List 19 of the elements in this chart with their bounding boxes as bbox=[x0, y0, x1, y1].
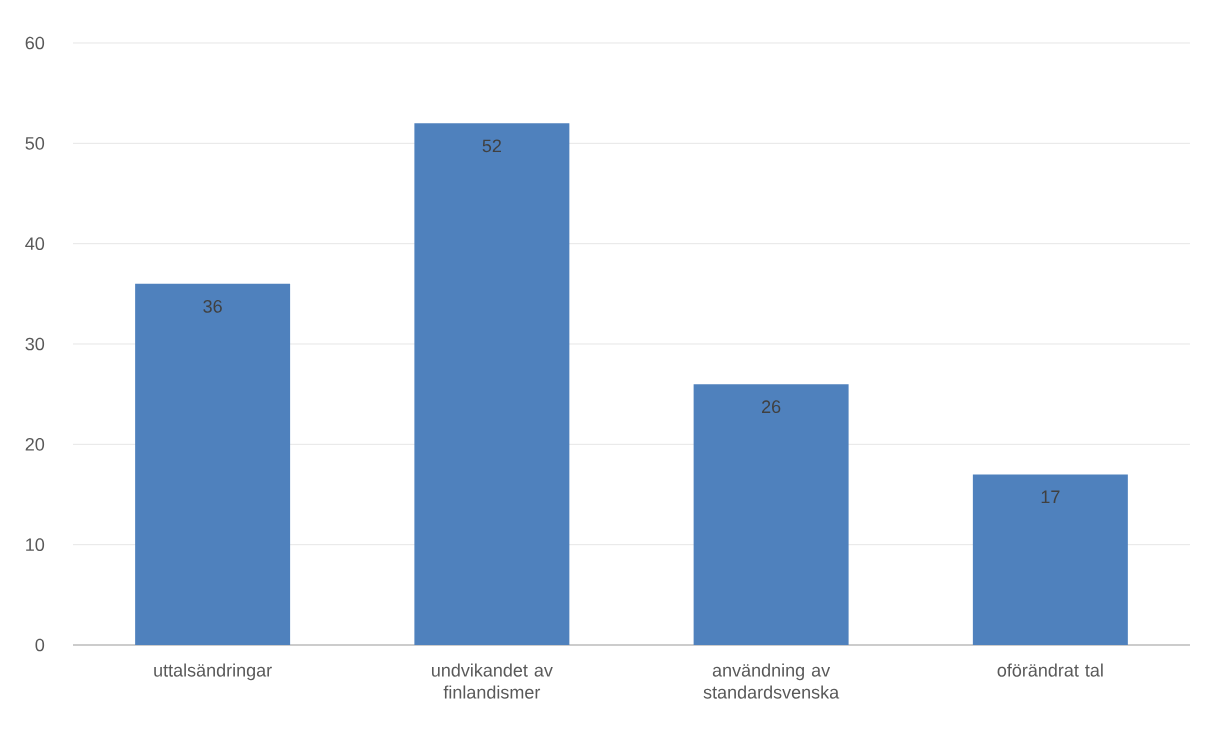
x-tick-label: undvikandet av finlandismer bbox=[432, 663, 553, 699]
data-label: 17 bbox=[1041, 490, 1060, 504]
x-tick-label: uttalsändringar bbox=[154, 663, 272, 681]
y-tick-label: 30 bbox=[25, 337, 45, 351]
data-label: 26 bbox=[762, 400, 781, 414]
y-tick-label: 20 bbox=[25, 437, 45, 451]
bar bbox=[414, 123, 570, 645]
y-tick-label: 0 bbox=[35, 638, 45, 652]
bar bbox=[135, 283, 291, 645]
data-label: 36 bbox=[203, 300, 222, 313]
data-label: 52 bbox=[482, 139, 501, 153]
y-tick-label: 60 bbox=[25, 36, 45, 50]
bar bbox=[972, 474, 1128, 645]
y-tick-label: 40 bbox=[25, 237, 45, 251]
y-tick-label: 10 bbox=[26, 538, 45, 552]
x-tick-label: oförändrat tal bbox=[997, 663, 1103, 677]
bar bbox=[693, 384, 849, 645]
y-tick-label: 50 bbox=[25, 136, 45, 150]
x-tick-label: användning av standardsvenska bbox=[703, 663, 840, 699]
